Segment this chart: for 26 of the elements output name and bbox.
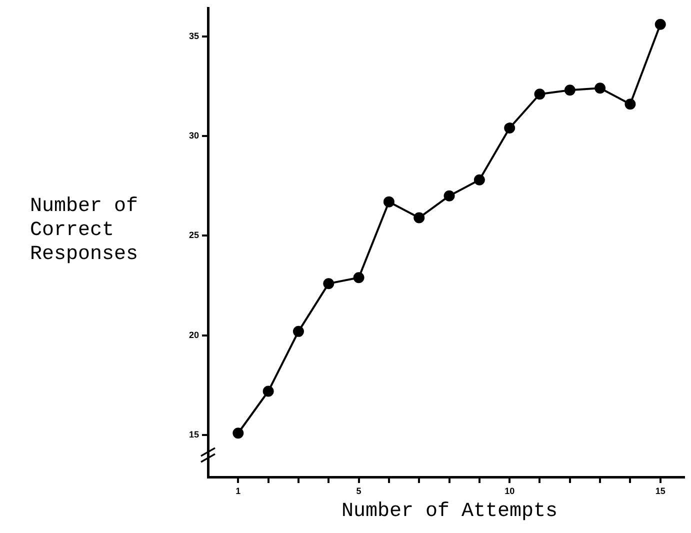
x-tick-label: 15 <box>655 486 666 496</box>
y-tick-label: 20 <box>188 330 199 340</box>
point <box>353 272 364 284</box>
x-tick-label: 1 <box>236 486 241 496</box>
y-tick-label: 25 <box>188 230 199 240</box>
point <box>292 326 304 337</box>
x-tick-label: 5 <box>356 486 362 496</box>
point <box>594 82 606 94</box>
point <box>474 174 485 186</box>
point <box>383 196 394 208</box>
point <box>624 98 636 110</box>
y-tick-label: 35 <box>188 30 199 41</box>
y-tick-label: 15 <box>188 430 199 440</box>
y-tick-label: 30 <box>188 130 199 141</box>
x-tick-label: 10 <box>504 486 515 496</box>
point <box>414 212 425 224</box>
x-axis-title: Number of Attempts <box>340 500 559 523</box>
point <box>232 428 244 439</box>
point <box>504 122 516 134</box>
y-axis-title: Number of Correct Responses <box>30 195 140 267</box>
point <box>564 84 576 96</box>
point <box>262 386 274 397</box>
point <box>323 278 334 290</box>
point <box>654 18 666 30</box>
point <box>534 88 546 100</box>
point <box>444 190 455 202</box>
